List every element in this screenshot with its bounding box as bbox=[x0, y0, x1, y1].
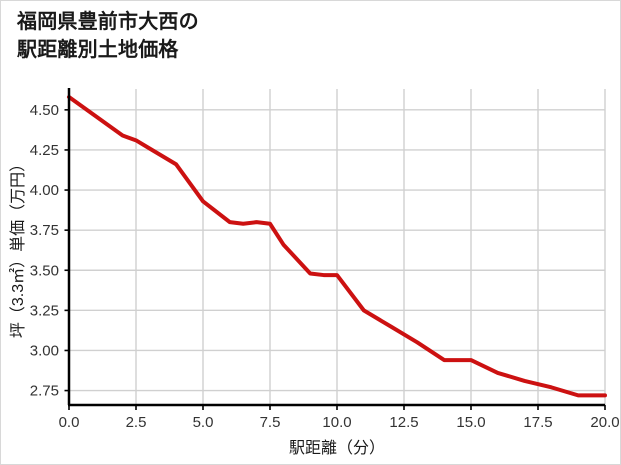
x-tick-label: 2.5 bbox=[126, 414, 147, 431]
y-tick-label: 4.00 bbox=[30, 182, 59, 199]
x-tick-label: 15.0 bbox=[456, 414, 485, 431]
y-tick-label: 4.50 bbox=[30, 102, 59, 119]
x-tick-label: 5.0 bbox=[193, 414, 214, 431]
y-tick-label: 3.25 bbox=[30, 302, 59, 319]
chart-title: 福岡県豊前市大西の 駅距離別土地価格 bbox=[17, 11, 199, 61]
x-tick-label: 7.5 bbox=[260, 414, 281, 431]
y-tick-label: 2.75 bbox=[30, 383, 59, 400]
x-tick-label: 10.0 bbox=[322, 414, 351, 431]
x-tick-label: 0.0 bbox=[59, 414, 80, 431]
y-axis-title: 坪（3.3㎡）単価（万円） bbox=[9, 156, 27, 338]
y-tick-label: 3.00 bbox=[30, 342, 59, 359]
x-tick-label: 12.5 bbox=[389, 414, 418, 431]
x-axis-tick-labels: 0.0 2.5 5.0 7.5 10.0 12.5 15.0 17.5 20.0 bbox=[59, 414, 620, 431]
grid-lines bbox=[69, 89, 606, 405]
x-tick-label: 20.0 bbox=[590, 414, 619, 431]
price-line-series bbox=[67, 95, 607, 398]
x-tick-label: 17.5 bbox=[523, 414, 552, 431]
y-tick-label: 3.50 bbox=[30, 262, 59, 279]
y-tick-label: 4.25 bbox=[30, 142, 59, 159]
x-axis-title: 駅距離（分） bbox=[289, 439, 385, 457]
y-axis-tick-labels: 2.75 3.00 3.25 3.50 3.75 4.00 4.25 4.50 bbox=[30, 102, 59, 400]
y-tick-label: 3.75 bbox=[30, 222, 59, 239]
